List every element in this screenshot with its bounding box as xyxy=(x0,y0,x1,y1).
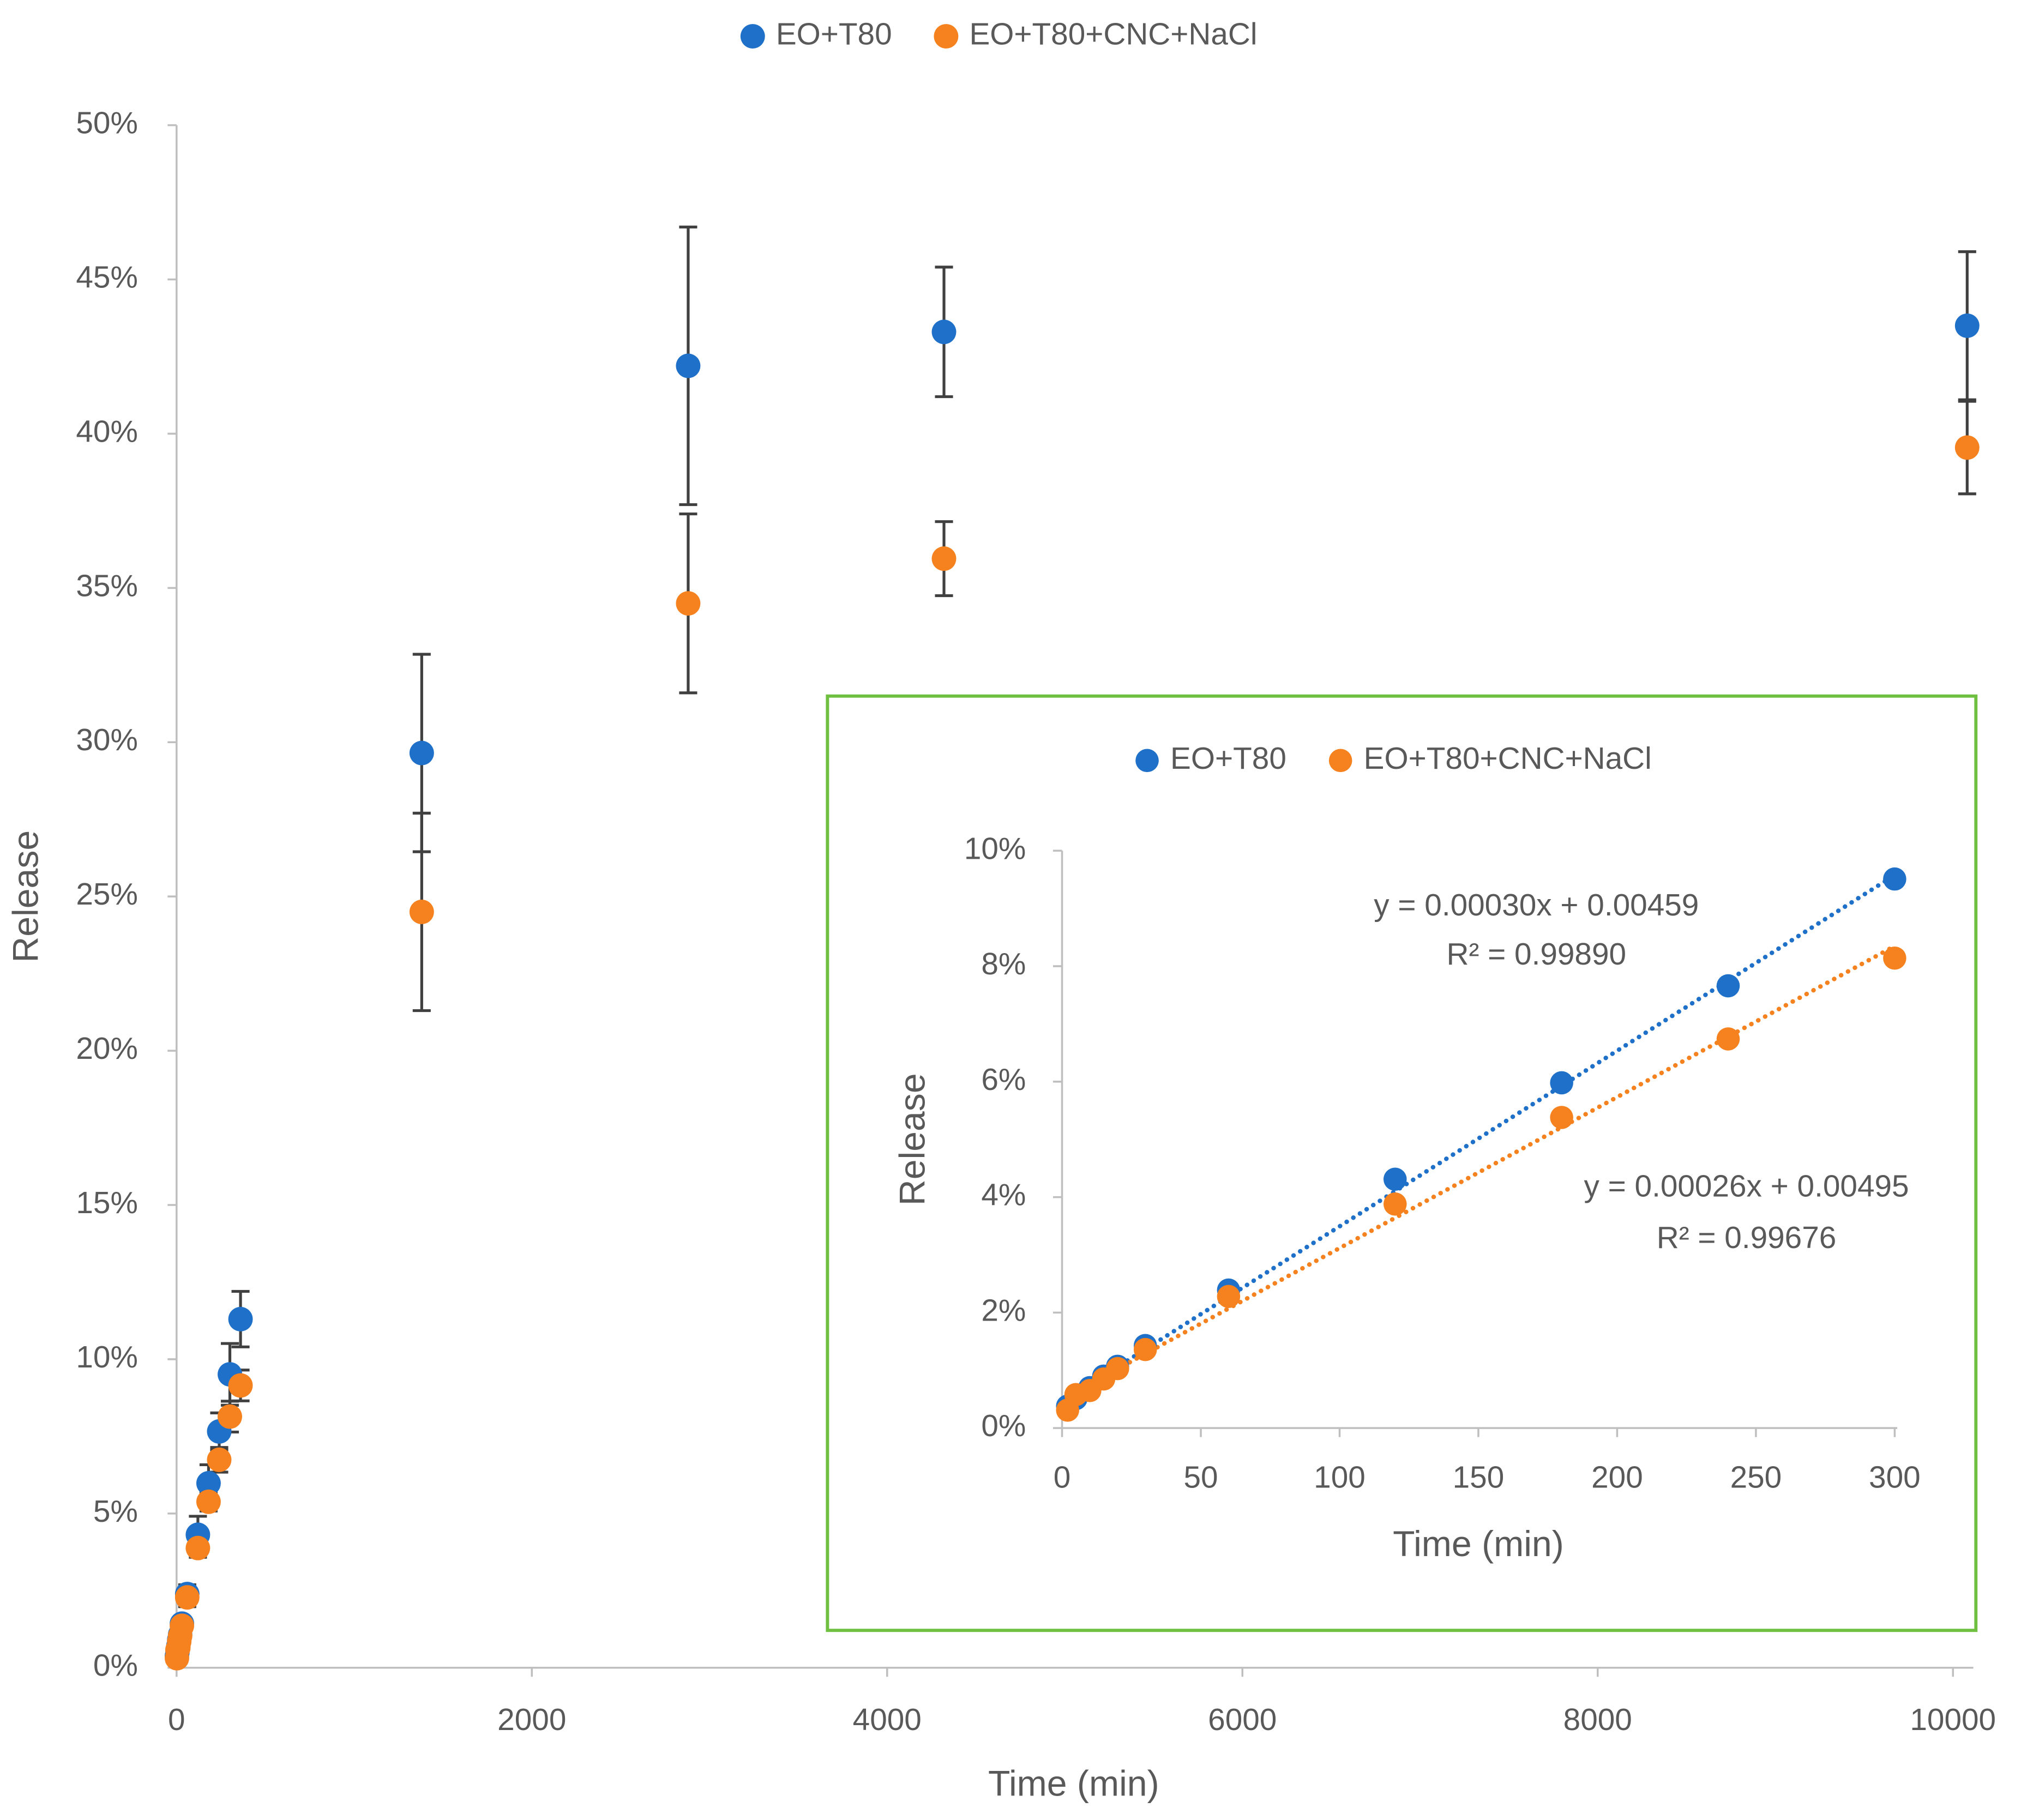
trend-equation: y = 0.00026x + 0.00495 xyxy=(1584,1170,1909,1204)
point xyxy=(228,1306,253,1331)
trendline xyxy=(1065,944,1897,1399)
point xyxy=(207,1447,232,1472)
point xyxy=(1550,1106,1573,1129)
y-tick-label: 0% xyxy=(981,1409,1026,1443)
legend-marker xyxy=(1328,749,1352,773)
y-tick-label: 25% xyxy=(76,877,138,912)
point xyxy=(1883,867,1906,891)
y-tick-label: 35% xyxy=(76,569,138,603)
x-tick-label: 0 xyxy=(168,1703,185,1737)
x-tick-label: 150 xyxy=(1453,1461,1505,1495)
legend-label: EO+T80 xyxy=(1170,742,1286,776)
trend-equation: y = 0.00030x + 0.00459 xyxy=(1374,888,1699,923)
point xyxy=(676,591,701,616)
point xyxy=(931,546,957,571)
x-tick-label: 0 xyxy=(1054,1461,1071,1495)
point xyxy=(196,1471,221,1496)
x-tick-label: 300 xyxy=(1869,1461,1921,1495)
y-tick-label: 5% xyxy=(93,1494,138,1529)
y-tick-label: 40% xyxy=(76,414,138,449)
point xyxy=(676,353,701,378)
point xyxy=(196,1489,221,1514)
y-tick-label: 6% xyxy=(981,1063,1026,1097)
legend-marker xyxy=(740,24,765,49)
legend-marker xyxy=(934,24,959,49)
x-tick-label: 200 xyxy=(1591,1461,1643,1495)
point xyxy=(1384,1167,1407,1191)
y-axis-title: Release xyxy=(893,1073,933,1206)
y-tick-label: 20% xyxy=(76,1032,138,1066)
x-tick-label: 4000 xyxy=(853,1703,922,1737)
x-tick-label: 6000 xyxy=(1208,1703,1277,1737)
x-tick-label: 8000 xyxy=(1563,1703,1632,1737)
point xyxy=(1384,1192,1407,1216)
trend-r-squared: R² = 0.99890 xyxy=(1447,937,1627,972)
point xyxy=(1954,435,1980,460)
point xyxy=(1883,946,1906,970)
trendline xyxy=(1065,872,1897,1401)
point xyxy=(1217,1285,1241,1308)
legend-label: EO+T80+CNC+NaCl xyxy=(969,17,1257,52)
x-tick-label: 2000 xyxy=(497,1703,566,1737)
legend-label: EO+T80+CNC+NaCl xyxy=(1364,742,1652,776)
point xyxy=(170,1613,195,1638)
point xyxy=(1106,1357,1129,1381)
x-axis-title: Time (min) xyxy=(988,1764,1159,1804)
x-tick-label: 250 xyxy=(1730,1461,1782,1495)
y-tick-label: 10% xyxy=(964,831,1026,866)
point xyxy=(228,1373,253,1398)
point xyxy=(1716,974,1740,998)
y-tick-label: 0% xyxy=(93,1649,138,1683)
inset-frame xyxy=(826,694,1978,1632)
y-tick-label: 30% xyxy=(76,723,138,757)
y-tick-label: 45% xyxy=(76,261,138,295)
point xyxy=(1716,1027,1740,1051)
x-axis-title: Time (min) xyxy=(1393,1524,1564,1564)
point xyxy=(175,1585,200,1610)
y-tick-label: 8% xyxy=(981,947,1026,981)
point xyxy=(218,1404,242,1429)
point xyxy=(931,320,957,345)
point xyxy=(409,740,434,766)
y-tick-label: 50% xyxy=(76,106,138,141)
point xyxy=(185,1535,210,1560)
x-tick-label: 50 xyxy=(1183,1461,1218,1495)
x-tick-label: 100 xyxy=(1314,1461,1366,1495)
point xyxy=(1133,1337,1157,1361)
trend-r-squared: R² = 0.99676 xyxy=(1657,1221,1837,1255)
y-axis-title: Release xyxy=(5,830,46,963)
point xyxy=(1550,1071,1573,1095)
legend-label: EO+T80 xyxy=(776,17,892,52)
y-tick-label: 2% xyxy=(981,1293,1026,1328)
y-tick-label: 4% xyxy=(981,1178,1026,1213)
point xyxy=(409,900,434,924)
y-tick-label: 15% xyxy=(76,1186,138,1220)
point xyxy=(1954,313,1980,338)
x-tick-label: 10000 xyxy=(1910,1703,1996,1737)
legend-marker xyxy=(1135,749,1159,773)
y-tick-label: 10% xyxy=(76,1340,138,1375)
